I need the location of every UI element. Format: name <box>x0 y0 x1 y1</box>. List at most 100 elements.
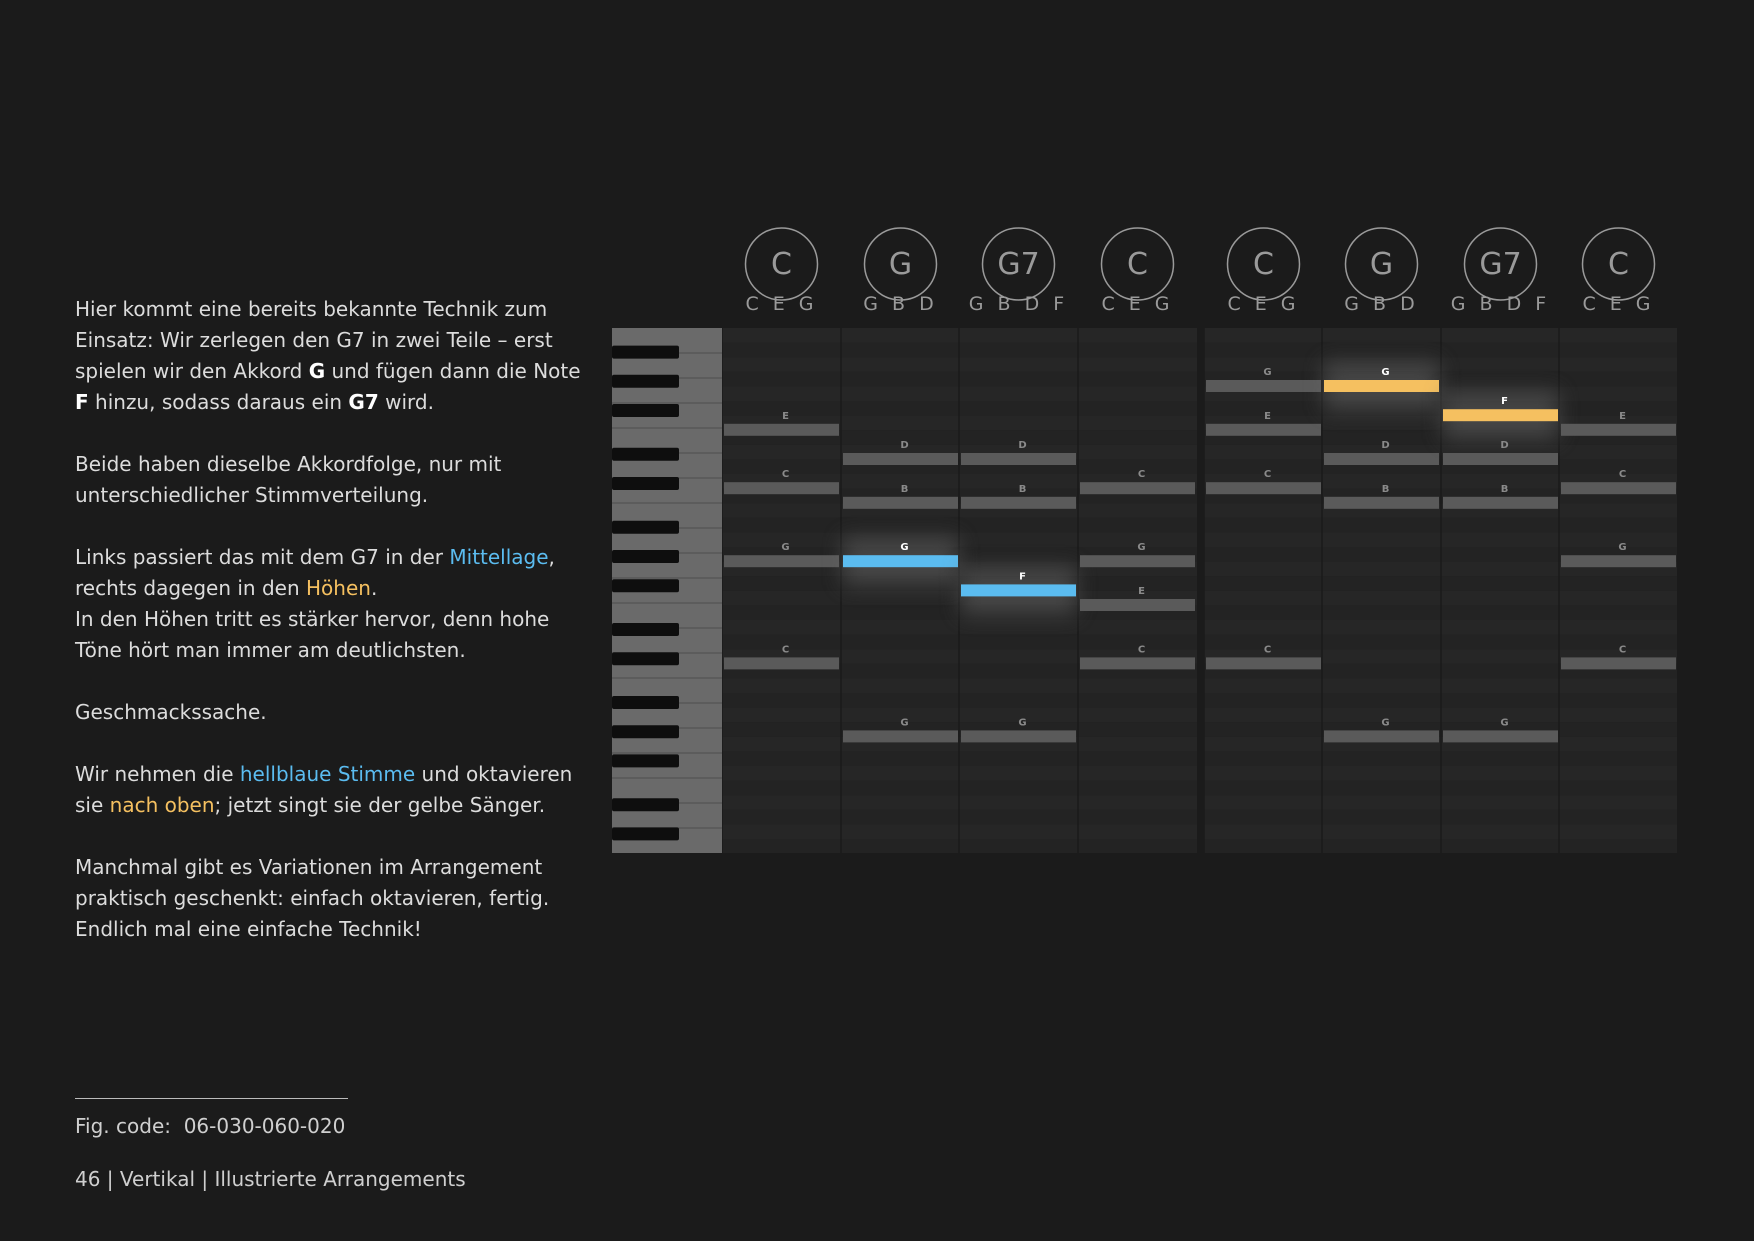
note-label: G <box>1381 717 1389 728</box>
chord-circle <box>1581 227 1656 301</box>
black-key <box>612 827 679 841</box>
chord-notes: G B D <box>1344 293 1418 315</box>
chord-notes: C E G <box>1101 293 1173 315</box>
text-line: Beide haben dieselbe Akkordfolge, nur mi… <box>75 449 587 511</box>
note-label: C <box>1138 469 1145 480</box>
chord-circle <box>1100 227 1175 301</box>
chord-notes: G B D F <box>1451 293 1550 315</box>
black-key <box>612 754 679 768</box>
text-line: Manchmal gibt es Variationen im Arrangem… <box>75 852 587 914</box>
chord-circle <box>863 227 938 301</box>
text-line: Geschmackssache. <box>75 697 587 728</box>
note-bar <box>1080 482 1195 495</box>
chord-notes: G B D <box>863 293 937 315</box>
note-bar <box>1324 496 1439 509</box>
note-label: D <box>900 440 908 451</box>
chord-name: C <box>1127 247 1148 282</box>
paragraph: Hier kommt eine bereits bekannte Technik… <box>75 294 587 418</box>
text-line: Endlich mal eine einfache Technik! <box>75 914 587 945</box>
note-label: F <box>1501 396 1508 407</box>
text-line: Links passiert das mit dem G7 in der Mit… <box>75 542 587 604</box>
chord-notes: C E G <box>1227 293 1299 315</box>
note-label: E <box>1619 411 1626 422</box>
text-segment: ; jetzt singt sie der gelbe Sänger. <box>214 793 546 817</box>
black-key <box>612 696 679 709</box>
text-segment: , rechts dagegen in den <box>75 545 555 600</box>
note-bar <box>724 423 839 436</box>
note-label: G <box>1018 717 1026 728</box>
note-bar <box>1206 657 1321 670</box>
note-bar <box>843 555 958 568</box>
note-label: C <box>1138 644 1145 655</box>
note-bar <box>843 453 958 465</box>
note-label: E <box>1264 411 1271 422</box>
chord-circle <box>981 227 1056 301</box>
note-bar <box>1206 482 1321 495</box>
note-bar <box>961 496 1076 509</box>
note-bar <box>1443 496 1558 509</box>
note-label: C <box>1264 644 1271 655</box>
black-key <box>612 798 679 812</box>
chord-name: G7 <box>997 247 1039 282</box>
paragraph: Beide haben dieselbe Akkordfolge, nur mi… <box>75 449 587 511</box>
text-segment: und fügen dann die Note <box>325 359 581 383</box>
chord-circle <box>1344 227 1419 301</box>
note-label: G <box>1381 367 1389 378</box>
note-bar <box>1206 380 1321 392</box>
note-bar <box>724 657 839 670</box>
body-text: Hier kommt eine bereits bekannte Technik… <box>75 294 587 976</box>
note-bar <box>724 555 839 568</box>
chord-name: C <box>1253 247 1274 282</box>
note-label: E <box>1138 586 1145 597</box>
black-key <box>612 345 679 359</box>
note-label: D <box>1500 440 1508 451</box>
note-bar <box>961 730 1076 743</box>
text-segment: Links passiert das mit dem G7 in der <box>75 545 450 569</box>
chord-name: C <box>771 247 792 282</box>
black-key <box>612 623 679 636</box>
note-bar <box>724 482 839 495</box>
text-segment: . <box>370 576 378 600</box>
page-info: 46 | Vertikal | Illustrierte Arrangement… <box>75 1167 466 1191</box>
note-label: G <box>900 717 908 728</box>
text-segment: G <box>308 359 326 383</box>
note-label: D <box>1381 440 1389 451</box>
note-label: C <box>1619 644 1626 655</box>
text-segment: Hier kommt eine bereits bekannte Technik… <box>75 297 553 383</box>
note-label: G <box>900 542 908 553</box>
note-bar <box>1443 730 1558 743</box>
chord-notes: C E G <box>745 293 817 315</box>
black-key <box>612 404 679 417</box>
paragraph: Links passiert das mit dem G7 in der Mit… <box>75 542 587 666</box>
note-bar <box>1443 453 1558 465</box>
text-segment: nach oben <box>109 793 215 817</box>
black-key <box>612 652 679 666</box>
text-segment: Geschmackssache. <box>75 700 267 724</box>
note-label: G <box>781 542 789 553</box>
section-gap <box>1197 328 1204 853</box>
note-label: C <box>782 469 789 480</box>
black-key <box>612 447 679 461</box>
note-label: G <box>1263 367 1271 378</box>
note-bar <box>961 584 1076 597</box>
note-label: B <box>901 484 909 495</box>
text-line: Hier kommt eine bereits bekannte Technik… <box>75 294 587 418</box>
chord-circle <box>1463 227 1538 301</box>
text-segment: Höhen <box>306 576 371 600</box>
text-segment: Manchmal gibt es Variationen im Arrangem… <box>75 855 550 910</box>
note-label: G <box>1500 717 1508 728</box>
note-bar <box>1080 599 1195 611</box>
note-bar <box>1561 555 1676 568</box>
text-segment: In den Höhen tritt es stärker hervor, de… <box>75 607 550 662</box>
black-key <box>612 374 679 388</box>
note-bar <box>1080 657 1195 670</box>
note-bar <box>1080 555 1195 568</box>
note-label: G <box>1137 542 1145 553</box>
black-key <box>612 550 679 563</box>
chord-name: G <box>1370 247 1393 282</box>
note-bar <box>961 453 1076 465</box>
note-bar <box>1561 423 1676 436</box>
note-label: C <box>1264 469 1271 480</box>
note-bar <box>1561 482 1676 495</box>
